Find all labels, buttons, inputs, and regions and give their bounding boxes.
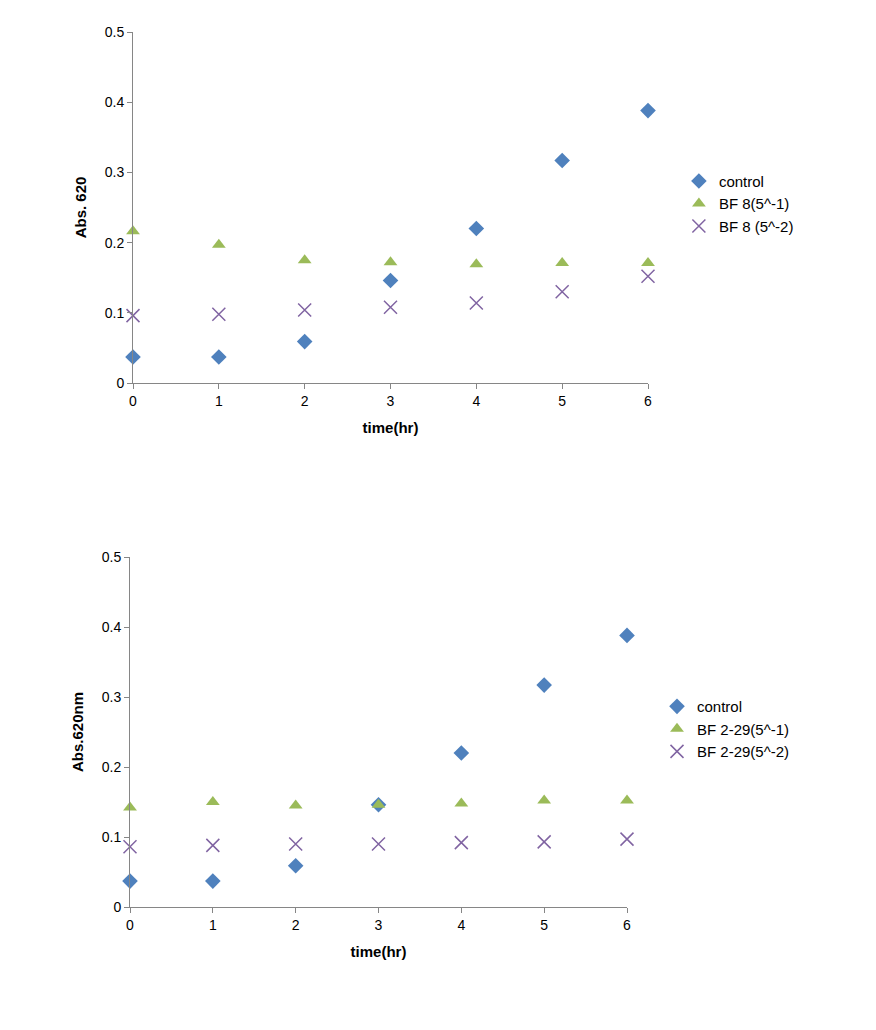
svg-text:1: 1	[215, 393, 223, 409]
svg-text:0: 0	[116, 375, 124, 391]
svg-text:0.3: 0.3	[105, 164, 125, 180]
svg-text:0.2: 0.2	[102, 759, 122, 775]
svg-text:Abs. 620: Abs. 620	[72, 177, 89, 239]
svg-text:5: 5	[558, 393, 566, 409]
svg-text:2: 2	[301, 393, 309, 409]
svg-text:3: 3	[387, 393, 395, 409]
svg-text:BF 8 (5^-2): BF 8 (5^-2)	[719, 218, 794, 235]
svg-text:0: 0	[126, 917, 134, 933]
svg-text:time(hr): time(hr)	[363, 419, 419, 436]
svg-text:0.1: 0.1	[102, 829, 122, 845]
svg-text:0.4: 0.4	[105, 94, 125, 110]
svg-text:2: 2	[292, 917, 300, 933]
svg-text:1: 1	[209, 917, 217, 933]
svg-text:0.5: 0.5	[102, 549, 122, 565]
svg-text:time(hr): time(hr)	[351, 943, 407, 960]
svg-text:control: control	[719, 173, 764, 190]
svg-text:6: 6	[623, 917, 631, 933]
svg-text:4: 4	[472, 393, 480, 409]
svg-text:BF 2-29(5^-2): BF 2-29(5^-2)	[697, 743, 789, 760]
svg-text:0.5: 0.5	[105, 24, 125, 40]
svg-text:BF 8(5^-1): BF 8(5^-1)	[719, 195, 789, 212]
svg-text:0.4: 0.4	[102, 619, 122, 635]
svg-text:0.1: 0.1	[105, 305, 125, 321]
svg-text:4: 4	[457, 917, 465, 933]
svg-text:0.3: 0.3	[102, 689, 122, 705]
svg-text:0: 0	[113, 899, 121, 915]
svg-text:control: control	[697, 698, 742, 715]
svg-text:Abs.620nm: Abs.620nm	[69, 692, 86, 772]
svg-text:5: 5	[540, 917, 548, 933]
svg-text:3: 3	[375, 917, 383, 933]
svg-text:6: 6	[644, 393, 652, 409]
svg-text:0.2: 0.2	[105, 235, 125, 251]
svg-text:BF 2-29(5^-1): BF 2-29(5^-1)	[697, 721, 789, 738]
svg-text:0: 0	[129, 393, 137, 409]
